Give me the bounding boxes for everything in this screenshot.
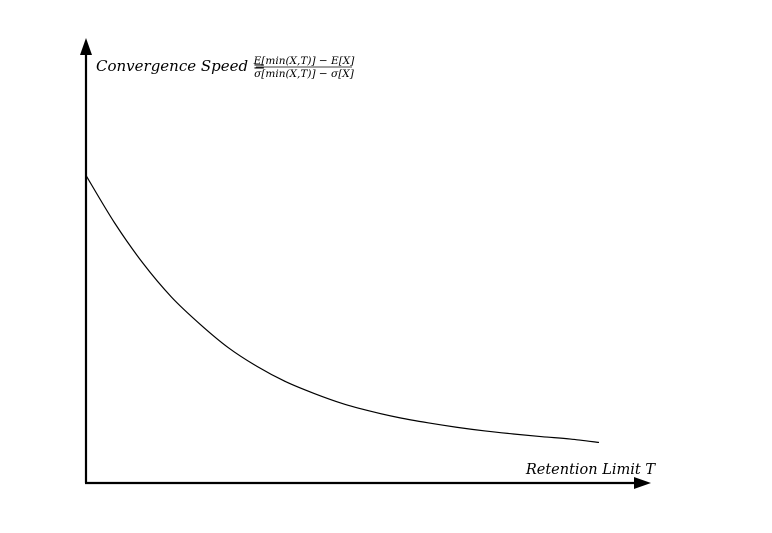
x-axis-arrowhead	[634, 477, 651, 489]
y-axis-label: Convergence Speed = E[min(X,T)] − E[X] σ…	[96, 55, 355, 80]
axes	[80, 38, 651, 489]
y-axis-label-numerator: E[min(X,T)] − E[X]	[253, 55, 356, 67]
x-axis-label: Retention Limit T	[525, 462, 656, 478]
y-axis-label-text: Convergence Speed =	[96, 57, 265, 75]
plot-area	[85, 175, 600, 444]
series-line-0	[85, 175, 600, 444]
y-axis-label-denominator: σ[min(X,T)] − σ[X]	[254, 68, 355, 80]
y-axis-arrowhead	[80, 38, 92, 55]
